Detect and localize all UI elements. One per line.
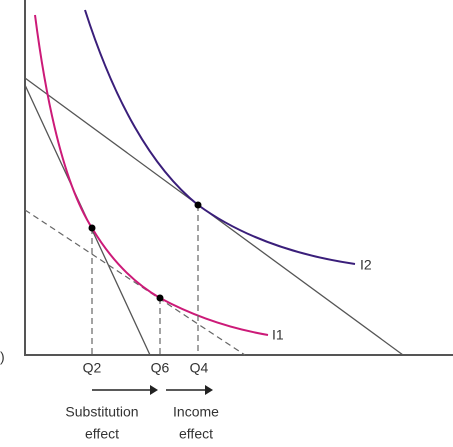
effect-label: effect bbox=[179, 426, 213, 442]
indifference-curve-i2 bbox=[84, 9, 356, 265]
indifference-curve-i1 bbox=[34, 14, 269, 336]
origin-label: ) bbox=[0, 349, 5, 365]
quantity-label: Q2 bbox=[83, 360, 102, 376]
axes bbox=[24, 0, 453, 356]
effect-label: effect bbox=[85, 426, 119, 442]
compensated-budget-line bbox=[24, 209, 246, 356]
point bbox=[88, 224, 96, 232]
curve-label: I1 bbox=[272, 327, 284, 343]
arrow-head bbox=[205, 385, 213, 395]
point bbox=[156, 294, 164, 302]
quantity-label: Q6 bbox=[151, 360, 170, 376]
effect-label: Income bbox=[173, 404, 219, 420]
curve-label: I2 bbox=[360, 257, 372, 273]
effect-label: Substitution bbox=[65, 404, 138, 420]
point bbox=[194, 201, 202, 209]
quantity-label: Q4 bbox=[190, 360, 209, 376]
arrow-head bbox=[150, 385, 158, 395]
